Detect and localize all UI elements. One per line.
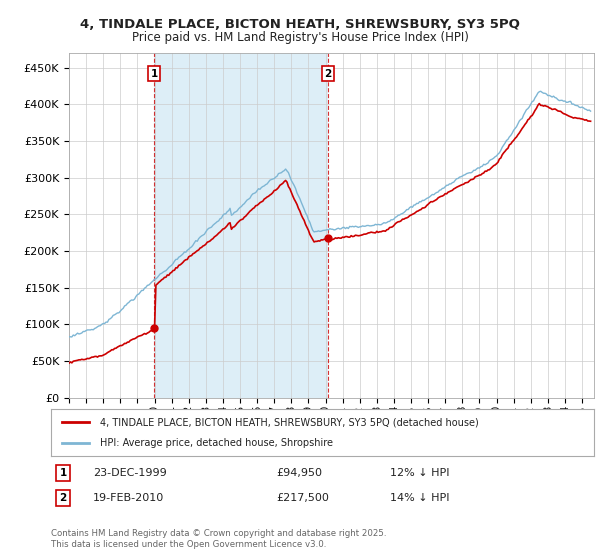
- Text: £94,950: £94,950: [276, 468, 322, 478]
- Text: 2: 2: [324, 69, 331, 79]
- Text: 14% ↓ HPI: 14% ↓ HPI: [390, 493, 449, 503]
- Text: Price paid vs. HM Land Registry's House Price Index (HPI): Price paid vs. HM Land Registry's House …: [131, 31, 469, 44]
- Text: 2: 2: [59, 493, 67, 503]
- Text: 4, TINDALE PLACE, BICTON HEATH, SHREWSBURY, SY3 5PQ: 4, TINDALE PLACE, BICTON HEATH, SHREWSBU…: [80, 18, 520, 31]
- Text: HPI: Average price, detached house, Shropshire: HPI: Average price, detached house, Shro…: [100, 438, 333, 448]
- Text: 19-FEB-2010: 19-FEB-2010: [93, 493, 164, 503]
- Text: 1: 1: [59, 468, 67, 478]
- Text: 1: 1: [151, 69, 158, 79]
- Text: 23-DEC-1999: 23-DEC-1999: [93, 468, 167, 478]
- Text: Contains HM Land Registry data © Crown copyright and database right 2025.
This d: Contains HM Land Registry data © Crown c…: [51, 529, 386, 549]
- Text: 12% ↓ HPI: 12% ↓ HPI: [390, 468, 449, 478]
- Text: 4, TINDALE PLACE, BICTON HEATH, SHREWSBURY, SY3 5PQ (detached house): 4, TINDALE PLACE, BICTON HEATH, SHREWSBU…: [100, 417, 479, 427]
- Text: £217,500: £217,500: [276, 493, 329, 503]
- Bar: [154, 53, 328, 398]
